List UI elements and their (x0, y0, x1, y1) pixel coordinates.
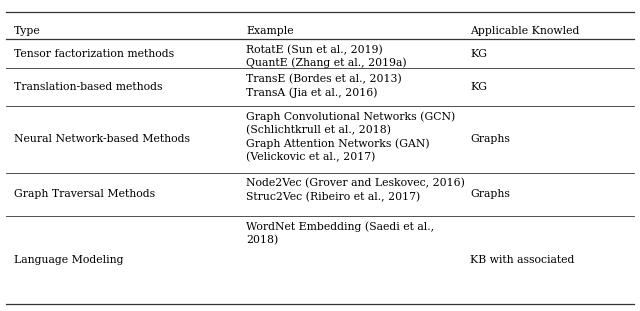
Text: Translation-based methods: Translation-based methods (14, 82, 163, 92)
Text: RotatE (Sun et al., 2019)
QuantE (Zhang et al., 2019a): RotatE (Sun et al., 2019) QuantE (Zhang … (246, 44, 407, 68)
Text: WordNet Embedding (Saedi et al.,
2018): WordNet Embedding (Saedi et al., 2018) (246, 222, 435, 245)
Text: Graphs: Graphs (470, 189, 510, 199)
Text: Tensor factorization methods: Tensor factorization methods (14, 49, 174, 59)
Text: KG: KG (470, 49, 488, 59)
Text: Type: Type (14, 26, 41, 36)
Text: Node2Vec (Grover and Leskovec, 2016)
Struc2Vec (Ribeiro et al., 2017): Node2Vec (Grover and Leskovec, 2016) Str… (246, 178, 465, 202)
Text: Graph Traversal Methods: Graph Traversal Methods (14, 189, 156, 199)
Text: Language Modeling: Language Modeling (14, 255, 124, 265)
Text: KG: KG (470, 82, 488, 92)
Text: TransE (Bordes et al., 2013)
TransA (Jia et al., 2016): TransE (Bordes et al., 2013) TransA (Jia… (246, 74, 402, 98)
Text: Neural Network-based Methods: Neural Network-based Methods (14, 134, 190, 144)
Text: Example: Example (246, 26, 294, 36)
Text: Applicable Knowled: Applicable Knowled (470, 26, 580, 36)
Text: KB with associated: KB with associated (470, 255, 575, 265)
Text: Graph Convolutional Networks (GCN)
(Schlichtkrull et al., 2018)
Graph Attention : Graph Convolutional Networks (GCN) (Schl… (246, 111, 456, 162)
Text: Graphs: Graphs (470, 134, 510, 144)
